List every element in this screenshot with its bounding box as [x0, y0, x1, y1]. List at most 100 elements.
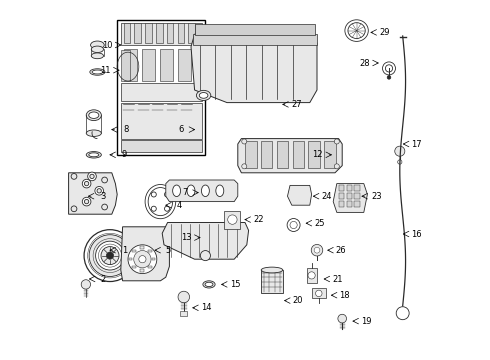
Bar — [123, 49, 137, 81]
Circle shape — [151, 192, 156, 197]
Circle shape — [82, 197, 91, 206]
Text: 23: 23 — [371, 192, 382, 201]
Text: 12: 12 — [312, 150, 322, 159]
Polygon shape — [121, 227, 170, 281]
Ellipse shape — [205, 282, 213, 287]
Bar — [354, 201, 360, 207]
Text: 7: 7 — [182, 188, 188, 197]
Ellipse shape — [91, 46, 103, 53]
Text: 17: 17 — [412, 140, 422, 149]
Text: 26: 26 — [336, 246, 346, 255]
Bar — [148, 249, 152, 252]
Bar — [121, 23, 202, 45]
Bar — [346, 193, 352, 199]
Bar — [145, 23, 152, 43]
Bar — [346, 201, 352, 207]
Ellipse shape — [261, 267, 283, 273]
Circle shape — [242, 164, 247, 169]
Circle shape — [316, 290, 322, 297]
Bar — [339, 201, 344, 207]
Polygon shape — [333, 184, 368, 212]
Bar — [189, 23, 195, 43]
Text: 3: 3 — [100, 192, 105, 201]
Circle shape — [311, 244, 323, 256]
Polygon shape — [162, 222, 248, 259]
Text: 9: 9 — [122, 150, 127, 159]
Bar — [160, 49, 172, 81]
Bar — [121, 50, 130, 81]
Bar — [121, 140, 202, 152]
Circle shape — [398, 160, 402, 164]
Ellipse shape — [148, 188, 172, 216]
Bar — [178, 49, 191, 81]
Polygon shape — [288, 185, 312, 205]
Text: 16: 16 — [412, 230, 422, 239]
Ellipse shape — [86, 152, 101, 158]
Bar — [121, 83, 202, 101]
Circle shape — [338, 314, 346, 323]
Bar — [180, 311, 187, 316]
Ellipse shape — [89, 112, 99, 118]
Text: 28: 28 — [360, 59, 370, 68]
Polygon shape — [166, 180, 238, 202]
Circle shape — [242, 139, 247, 144]
Bar — [354, 185, 360, 191]
Circle shape — [308, 272, 315, 279]
Circle shape — [395, 146, 405, 156]
Text: 27: 27 — [291, 100, 302, 109]
Circle shape — [88, 172, 97, 181]
Bar — [224, 211, 240, 229]
Ellipse shape — [91, 41, 104, 49]
Circle shape — [334, 139, 339, 144]
Ellipse shape — [345, 20, 368, 41]
Bar — [245, 141, 257, 168]
Text: 22: 22 — [253, 215, 264, 224]
Bar — [140, 269, 144, 272]
Circle shape — [228, 215, 237, 224]
Text: 2: 2 — [100, 274, 105, 284]
Circle shape — [84, 181, 89, 186]
Circle shape — [95, 186, 103, 195]
Text: 5: 5 — [166, 246, 171, 255]
Circle shape — [71, 174, 77, 179]
Circle shape — [151, 206, 156, 211]
Text: 1: 1 — [122, 246, 127, 255]
Ellipse shape — [216, 185, 224, 197]
Circle shape — [101, 247, 119, 265]
Circle shape — [71, 206, 77, 212]
Circle shape — [396, 307, 409, 320]
Text: 10: 10 — [102, 41, 112, 50]
Bar — [261, 141, 272, 168]
Text: 25: 25 — [314, 219, 325, 228]
Circle shape — [383, 62, 395, 75]
Text: 8: 8 — [123, 125, 129, 134]
Text: 4: 4 — [176, 201, 182, 210]
Ellipse shape — [92, 70, 103, 74]
Text: 18: 18 — [340, 291, 350, 300]
Circle shape — [96, 241, 124, 270]
Bar — [117, 20, 205, 155]
Text: 14: 14 — [201, 303, 212, 312]
Ellipse shape — [203, 281, 215, 288]
Circle shape — [97, 189, 101, 193]
Circle shape — [102, 177, 107, 183]
Polygon shape — [69, 173, 117, 214]
Bar — [195, 24, 315, 35]
Text: 21: 21 — [332, 274, 343, 284]
Bar — [339, 185, 344, 191]
Circle shape — [84, 199, 89, 204]
Bar — [307, 268, 317, 283]
Circle shape — [200, 251, 210, 261]
Text: 11: 11 — [100, 66, 111, 75]
Bar — [123, 23, 130, 43]
Ellipse shape — [90, 69, 105, 75]
Polygon shape — [238, 139, 342, 173]
Circle shape — [82, 179, 91, 188]
Circle shape — [287, 219, 300, 231]
Bar — [312, 288, 326, 298]
Bar — [140, 246, 144, 249]
Bar — [354, 193, 360, 199]
Bar — [132, 266, 136, 269]
Bar — [346, 185, 352, 191]
Circle shape — [81, 280, 91, 289]
